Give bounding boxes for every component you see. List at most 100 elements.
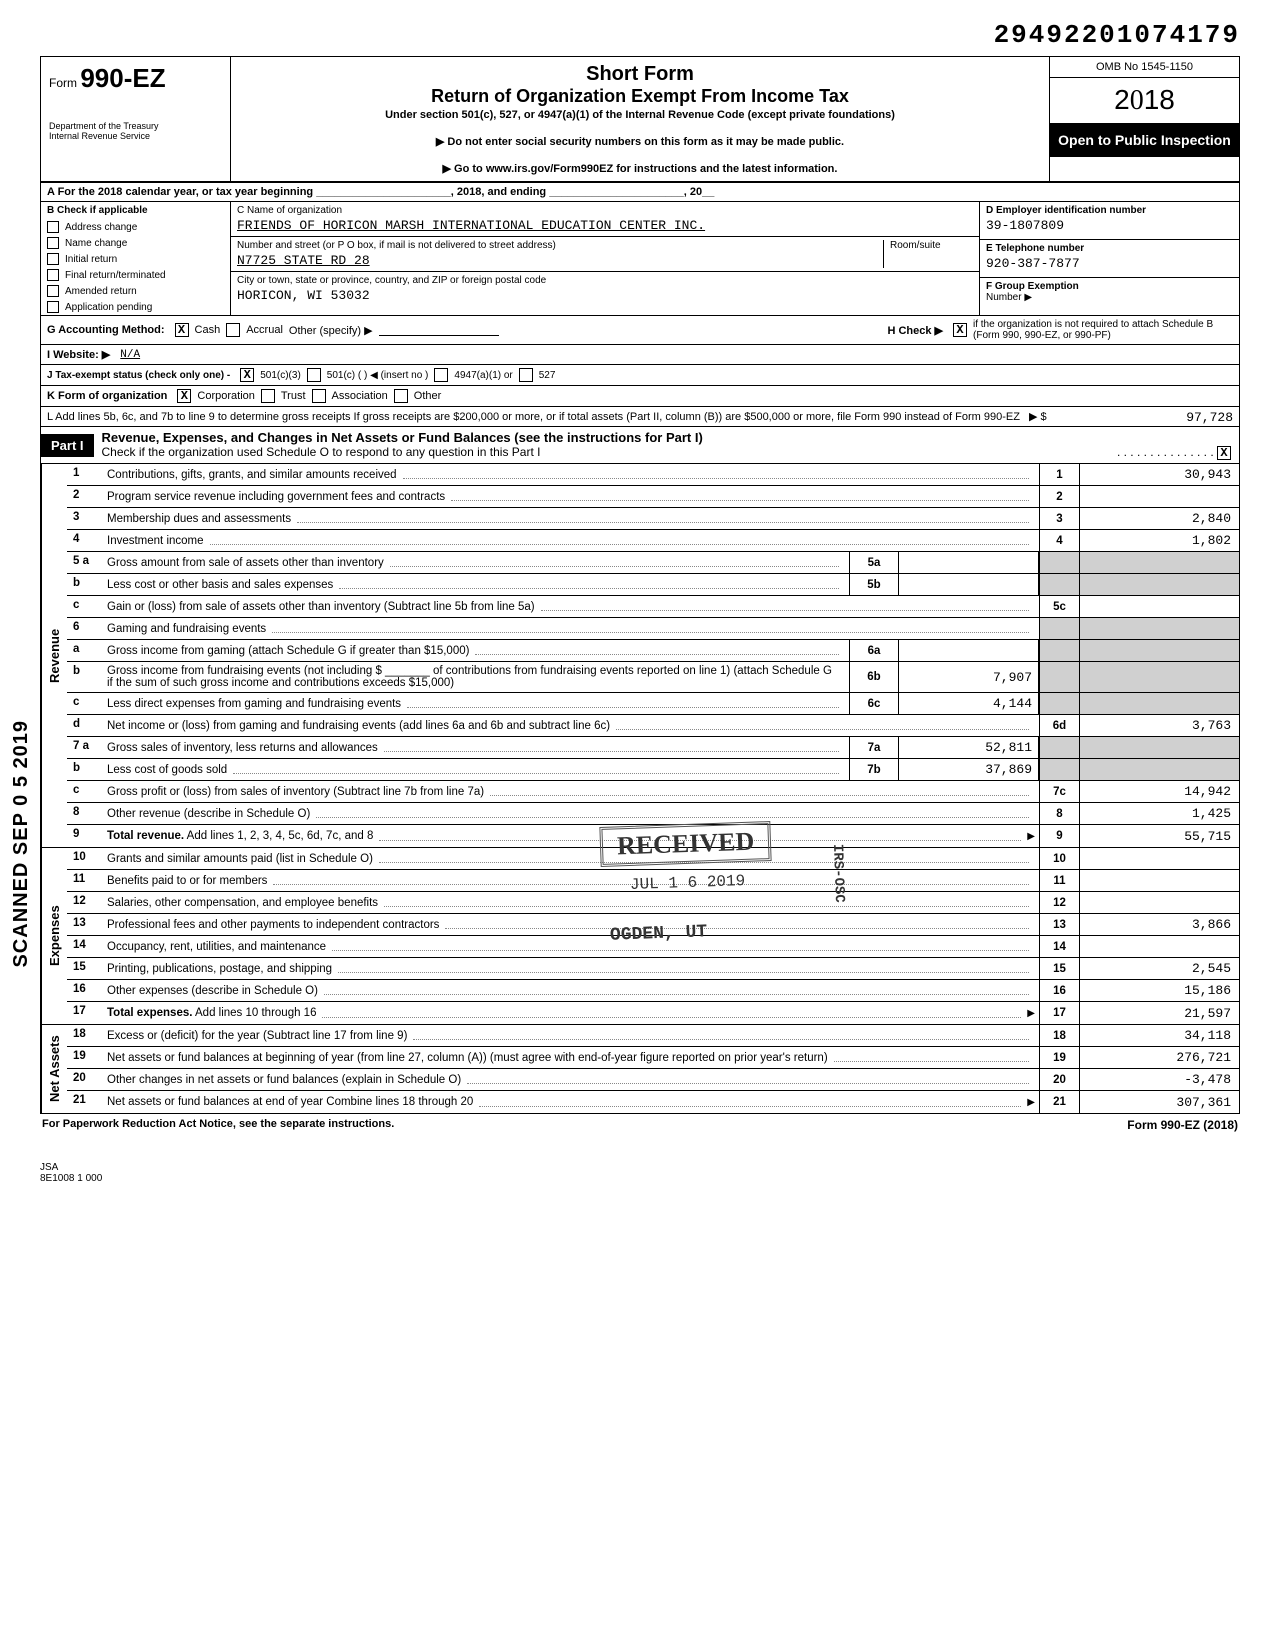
org-name: FRIENDS OF HORICON MARSH INTERNATIONAL E…	[237, 218, 973, 233]
line-desc: Printing, publications, postage, and shi…	[107, 958, 1039, 979]
row-l-arrow: ▶ $	[1029, 411, 1047, 423]
line-10: 10Grants and similar amounts paid (list …	[67, 848, 1239, 870]
shaded-cell	[1039, 618, 1079, 639]
line-desc: Grants and similar amounts paid (list in…	[107, 848, 1039, 869]
side-revenue: Revenue	[41, 464, 67, 847]
line-number: d	[67, 715, 107, 736]
shaded-cell	[1079, 552, 1239, 573]
expenses-section: Expenses 10Grants and similar amounts pa…	[40, 848, 1240, 1025]
label-website: I Website: ▶	[47, 348, 110, 361]
line-desc: Gross sales of inventory, less returns a…	[107, 737, 849, 758]
shaded-cell	[1079, 618, 1239, 639]
note-ssn: ▶ Do not enter social security numbers o…	[241, 135, 1039, 148]
line-amount	[1079, 870, 1239, 891]
line-amount: 14,942	[1079, 781, 1239, 802]
line-6c: cLess direct expenses from gaming and fu…	[67, 693, 1239, 715]
line-5a: 5 aGross amount from sale of assets othe…	[67, 552, 1239, 574]
chk-4947[interactable]	[434, 368, 448, 382]
line-number: 15	[67, 958, 107, 979]
lbl-501c: 501(c) ( ) ◀ (insert no )	[327, 370, 429, 381]
lbl-501c3: 501(c)(3)	[260, 370, 301, 381]
form-number: 990-EZ	[80, 63, 165, 93]
part1-title: Revenue, Expenses, and Changes in Net As…	[102, 430, 703, 445]
inner-box-value	[899, 640, 1039, 661]
line-amount	[1079, 936, 1239, 957]
inner-box-label: 5b	[849, 574, 899, 595]
open-to-public: Open to Public Inspection	[1050, 124, 1239, 157]
line-number: 3	[67, 508, 107, 529]
jsa-code: 8E1008 1 000	[40, 1173, 1240, 1184]
lbl-corporation: Corporation	[197, 390, 254, 402]
line-13: 13Professional fees and other payments t…	[67, 914, 1239, 936]
jsa-label: JSA	[40, 1162, 1240, 1173]
lbl-other-method: Other (specify) ▶	[289, 324, 373, 337]
lbl-schedule-b: if the organization is not required to a…	[973, 319, 1233, 341]
line-box-number: 19	[1039, 1047, 1079, 1068]
line-desc: Net assets or fund balances at beginning…	[107, 1047, 1039, 1068]
line-amount: 1,425	[1079, 803, 1239, 824]
line-desc: Net income or (loss) from gaming and fun…	[107, 715, 1039, 736]
line-desc: Contributions, gifts, grants, and simila…	[107, 464, 1039, 485]
line-desc: Gross amount from sale of assets other t…	[107, 552, 849, 573]
chk-corporation[interactable]: X	[177, 389, 191, 403]
inner-box-label: 7b	[849, 759, 899, 780]
chk-application-pending[interactable]	[47, 301, 59, 313]
line-number: a	[67, 640, 107, 661]
line-5b: bLess cost or other basis and sales expe…	[67, 574, 1239, 596]
line-amount: 30,943	[1079, 464, 1239, 485]
chk-501c3[interactable]: X	[240, 368, 254, 382]
section-b-header: B Check if applicable	[41, 202, 230, 219]
inner-box-value	[899, 552, 1039, 573]
chk-trust[interactable]	[261, 389, 275, 403]
chk-association[interactable]	[312, 389, 326, 403]
dept-irs: Internal Revenue Service	[49, 132, 222, 142]
chk-amended-return[interactable]	[47, 285, 59, 297]
line-number: 16	[67, 980, 107, 1001]
chk-final-return[interactable]	[47, 269, 59, 281]
chk-other-org[interactable]	[394, 389, 408, 403]
line-number: 6	[67, 618, 107, 639]
stamp-scanned: SCANNED SEP 0 5 2019	[10, 720, 33, 968]
line-12: 12Salaries, other compensation, and empl…	[67, 892, 1239, 914]
other-method-blank[interactable]	[379, 325, 499, 336]
label-ein: D Employer identification number	[986, 205, 1233, 216]
document-id: 29492201074179	[40, 20, 1240, 50]
ein-value: 39-1807809	[986, 218, 1233, 233]
line-8: 8Other revenue (describe in Schedule O)8…	[67, 803, 1239, 825]
line-20: 20Other changes in net assets or fund ba…	[67, 1069, 1239, 1091]
chk-address-change[interactable]	[47, 221, 59, 233]
chk-schedule-o[interactable]: X	[1217, 446, 1231, 460]
line-number: 7 a	[67, 737, 107, 758]
lbl-application-pending: Application pending	[65, 302, 152, 313]
line-number: c	[67, 781, 107, 802]
inner-box-value: 37,869	[899, 759, 1039, 780]
line-desc: Other expenses (describe in Schedule O)	[107, 980, 1039, 1001]
line-1: 1Contributions, gifts, grants, and simil…	[67, 464, 1239, 486]
shaded-cell	[1079, 693, 1239, 714]
line-18: 18Excess or (deficit) for the year (Subt…	[67, 1025, 1239, 1047]
shaded-cell	[1039, 662, 1079, 692]
line-box-number: 12	[1039, 892, 1079, 913]
chk-cash[interactable]: X	[175, 323, 189, 337]
chk-schedule-b[interactable]: X	[953, 323, 967, 337]
part1-sub: Check if the organization used Schedule …	[102, 445, 541, 459]
chk-accrual[interactable]	[226, 323, 240, 337]
lbl-name-change: Name change	[65, 238, 127, 249]
line-amount: -3,478	[1079, 1069, 1239, 1090]
line-amount	[1079, 596, 1239, 617]
chk-527[interactable]	[519, 368, 533, 382]
line-box-number: 18	[1039, 1025, 1079, 1046]
line-number: b	[67, 574, 107, 595]
line-7c: cGross profit or (loss) from sales of in…	[67, 781, 1239, 803]
line-desc: Gross income from gaming (attach Schedul…	[107, 640, 849, 661]
chk-initial-return[interactable]	[47, 253, 59, 265]
line-desc: Investment income	[107, 530, 1039, 551]
line-box-number: 21	[1039, 1091, 1079, 1113]
line-desc: Gross income from fundraising events (no…	[107, 662, 849, 692]
chk-name-change[interactable]	[47, 237, 59, 249]
org-address: N7725 STATE RD 28	[237, 253, 883, 268]
chk-501c[interactable]	[307, 368, 321, 382]
footer: For Paperwork Reduction Act Notice, see …	[40, 1114, 1240, 1132]
shaded-cell	[1079, 759, 1239, 780]
line-amount: 3,763	[1079, 715, 1239, 736]
